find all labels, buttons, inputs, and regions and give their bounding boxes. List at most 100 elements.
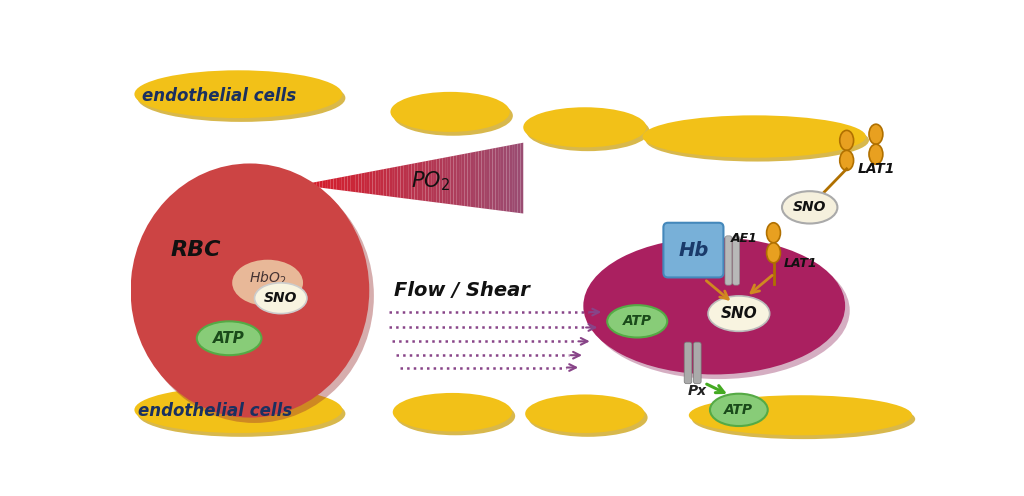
Ellipse shape bbox=[131, 164, 370, 418]
Polygon shape bbox=[426, 161, 428, 201]
Polygon shape bbox=[428, 160, 431, 202]
Text: AE1: AE1 bbox=[731, 233, 758, 246]
Ellipse shape bbox=[255, 283, 307, 313]
Polygon shape bbox=[376, 170, 378, 195]
Text: ATP: ATP bbox=[724, 403, 754, 417]
Ellipse shape bbox=[840, 130, 854, 150]
Ellipse shape bbox=[526, 111, 649, 151]
Ellipse shape bbox=[767, 223, 780, 243]
Polygon shape bbox=[400, 166, 403, 198]
Polygon shape bbox=[509, 145, 512, 212]
Text: $PO_2$: $PO_2$ bbox=[412, 169, 451, 193]
Polygon shape bbox=[412, 163, 415, 199]
Polygon shape bbox=[439, 158, 442, 203]
Polygon shape bbox=[314, 182, 316, 187]
Polygon shape bbox=[303, 184, 305, 186]
Polygon shape bbox=[381, 169, 384, 196]
Polygon shape bbox=[370, 171, 373, 194]
FancyBboxPatch shape bbox=[684, 342, 692, 384]
FancyBboxPatch shape bbox=[693, 342, 701, 384]
Polygon shape bbox=[493, 148, 496, 210]
Ellipse shape bbox=[393, 393, 512, 432]
FancyBboxPatch shape bbox=[725, 236, 732, 285]
Polygon shape bbox=[501, 146, 504, 211]
Polygon shape bbox=[373, 171, 376, 194]
Polygon shape bbox=[512, 144, 515, 212]
Ellipse shape bbox=[135, 169, 374, 423]
Polygon shape bbox=[397, 166, 400, 198]
Ellipse shape bbox=[393, 96, 513, 136]
Polygon shape bbox=[473, 152, 476, 207]
Polygon shape bbox=[358, 174, 361, 193]
Text: ATP: ATP bbox=[623, 314, 651, 328]
Text: ATP: ATP bbox=[213, 331, 245, 346]
Polygon shape bbox=[465, 153, 467, 206]
Polygon shape bbox=[395, 167, 397, 197]
Polygon shape bbox=[515, 144, 518, 213]
Ellipse shape bbox=[197, 321, 261, 355]
Ellipse shape bbox=[390, 92, 510, 132]
Polygon shape bbox=[504, 146, 507, 211]
Ellipse shape bbox=[708, 296, 770, 331]
Polygon shape bbox=[378, 170, 381, 195]
Polygon shape bbox=[386, 168, 389, 196]
Ellipse shape bbox=[646, 119, 869, 162]
Polygon shape bbox=[339, 177, 342, 190]
Polygon shape bbox=[496, 147, 498, 210]
Ellipse shape bbox=[232, 260, 303, 306]
Text: SNO: SNO bbox=[721, 306, 757, 321]
Ellipse shape bbox=[840, 150, 854, 171]
Ellipse shape bbox=[607, 305, 668, 337]
Polygon shape bbox=[342, 177, 345, 191]
Polygon shape bbox=[350, 175, 353, 192]
Polygon shape bbox=[420, 162, 423, 201]
Text: endothelial cells: endothelial cells bbox=[142, 87, 296, 106]
Polygon shape bbox=[487, 149, 489, 209]
Polygon shape bbox=[316, 182, 319, 187]
Ellipse shape bbox=[689, 395, 912, 435]
Polygon shape bbox=[347, 176, 350, 191]
Polygon shape bbox=[407, 164, 409, 199]
Polygon shape bbox=[389, 168, 392, 197]
Text: Hb: Hb bbox=[678, 241, 709, 259]
Ellipse shape bbox=[869, 144, 883, 164]
Polygon shape bbox=[328, 179, 331, 189]
Polygon shape bbox=[445, 157, 447, 204]
Polygon shape bbox=[436, 159, 439, 203]
Text: RBC: RBC bbox=[171, 241, 221, 260]
Polygon shape bbox=[345, 176, 347, 191]
Polygon shape bbox=[311, 183, 314, 187]
Text: Flow / Shear: Flow / Shear bbox=[394, 281, 529, 300]
Text: SNO: SNO bbox=[793, 200, 826, 214]
Polygon shape bbox=[442, 158, 445, 203]
Polygon shape bbox=[300, 185, 303, 186]
Polygon shape bbox=[484, 150, 487, 209]
Text: endothelial cells: endothelial cells bbox=[138, 402, 293, 421]
Ellipse shape bbox=[643, 116, 866, 158]
Polygon shape bbox=[305, 184, 308, 186]
Polygon shape bbox=[434, 159, 436, 202]
Text: SNO: SNO bbox=[264, 291, 297, 305]
Ellipse shape bbox=[584, 238, 845, 374]
Polygon shape bbox=[417, 162, 420, 200]
Polygon shape bbox=[431, 160, 434, 202]
Polygon shape bbox=[476, 151, 478, 208]
Polygon shape bbox=[451, 156, 454, 205]
Ellipse shape bbox=[525, 394, 644, 433]
Polygon shape bbox=[457, 155, 459, 205]
Polygon shape bbox=[365, 172, 367, 193]
Polygon shape bbox=[507, 145, 509, 212]
Polygon shape bbox=[447, 156, 451, 204]
Ellipse shape bbox=[528, 398, 647, 437]
Polygon shape bbox=[415, 163, 417, 200]
Polygon shape bbox=[498, 147, 501, 211]
Ellipse shape bbox=[137, 74, 345, 122]
Ellipse shape bbox=[692, 399, 915, 439]
Polygon shape bbox=[520, 143, 523, 213]
Text: Px: Px bbox=[688, 383, 707, 398]
Polygon shape bbox=[423, 161, 426, 201]
Polygon shape bbox=[518, 143, 520, 213]
Polygon shape bbox=[489, 148, 493, 210]
Ellipse shape bbox=[869, 124, 883, 144]
Polygon shape bbox=[331, 179, 334, 189]
